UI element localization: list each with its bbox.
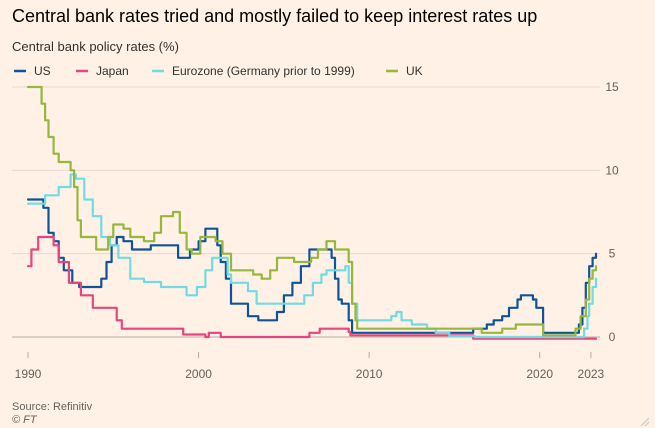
chart-subtitle: Central bank policy rates (%) [12,39,179,54]
x-tick-label-2000: 2000 [185,367,212,381]
series-line-eurozone [26,173,598,339]
legend: US Japan Eurozone (Germany prior to 1999) U… [14,64,423,78]
series-lines [26,85,598,340]
x-tick-label-2010: 2010 [356,367,383,381]
y-tick-label-15: 15 [605,80,619,94]
legend-label-2: Eurozone (Germany prior to 1999) [172,64,355,78]
corner-resize-icon [640,417,649,426]
x-tick-label-1990: 1990 [15,367,42,381]
y-tick-label-0: 0 [609,330,616,344]
legend-label-3: UK [406,64,423,78]
series-line-us [26,198,598,334]
x-tick-label-2020: 2020 [526,367,553,381]
legend-label-1: Japan [96,64,129,78]
ft-credit: © FT [12,414,37,426]
chart-title: Central bank rates tried and mostly fail… [12,6,538,26]
legend-label-0: US [34,64,51,78]
series-line-japan [26,235,598,340]
y-tick-label-5: 5 [609,247,616,261]
source-note: Source: Refinitiv [12,401,93,413]
y-axis-ticks: 0 5 10 15 [605,80,619,344]
x-axis-ticks: 1990 2000 2010 2020 2023 [15,352,605,381]
line-chart: US Japan Eurozone (Germany prior to 1999) U… [12,64,619,381]
y-tick-label-10: 10 [605,163,619,177]
gridlines [12,86,600,338]
series-line-uk [26,85,598,337]
x-tick-label-2023: 2023 [578,367,605,381]
